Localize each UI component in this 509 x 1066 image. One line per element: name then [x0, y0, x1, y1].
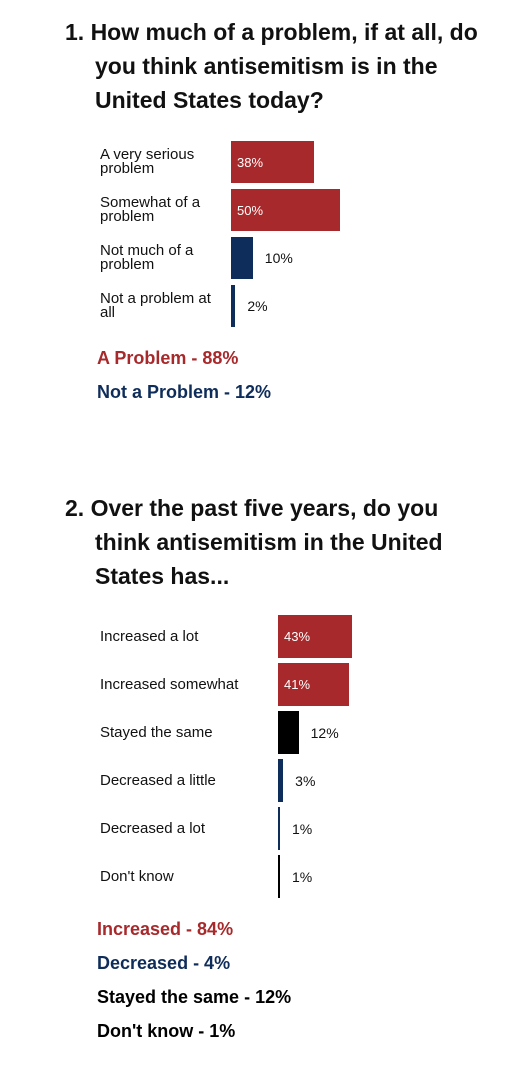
summary-line: Not a Problem - 12% — [97, 382, 272, 402]
value-label: 2% — [247, 298, 268, 314]
category-label: Increased somewhat — [100, 675, 239, 693]
category-label: Decreased a lot — [100, 819, 206, 837]
category-label: Decreased a little — [100, 771, 216, 789]
category-label: Stayed the same — [100, 723, 213, 741]
chart-title: 2. Over the past five years, do you thin… — [65, 495, 443, 589]
bar — [231, 285, 236, 327]
category-label: Not a problem at all — [100, 290, 211, 321]
summary-line: A Problem - 88% — [97, 348, 239, 368]
category-label: Increased a lot — [100, 627, 199, 645]
value-label: 38% — [237, 154, 264, 170]
category-label: Not much of a problem — [100, 242, 194, 273]
bar — [278, 615, 352, 658]
summary-line: Decreased - 4% — [97, 953, 231, 973]
bar — [278, 711, 299, 754]
value-label: 10% — [264, 250, 293, 266]
summary-line: Stayed the same - 12% — [97, 987, 292, 1007]
chart-title: 1. How much of a problem, if at all, do … — [65, 19, 478, 113]
summary-line: Increased - 84% — [97, 919, 234, 939]
value-label: 1% — [292, 868, 313, 885]
bar — [278, 759, 284, 802]
bar — [278, 807, 280, 850]
category-label: Somewhat of a problem — [100, 194, 201, 225]
bar — [278, 855, 280, 898]
value-label: 43% — [284, 629, 311, 644]
value-label: 3% — [295, 772, 316, 789]
summary-line: Don't know - 1% — [97, 1021, 236, 1041]
value-label: 1% — [292, 820, 313, 837]
category-label: Don't know — [100, 867, 174, 885]
bar — [231, 141, 314, 183]
value-label: 50% — [237, 202, 264, 218]
value-label: 41% — [284, 677, 311, 692]
value-label: 12% — [310, 724, 339, 741]
bar — [231, 189, 340, 231]
bar — [278, 663, 349, 706]
category-label: A very serious problem — [100, 146, 195, 177]
bar — [231, 237, 253, 279]
